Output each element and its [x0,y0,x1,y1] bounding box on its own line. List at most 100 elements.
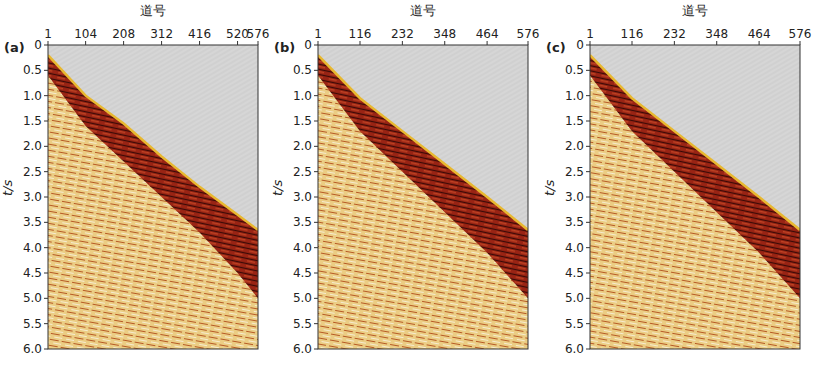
y-tick [44,349,48,350]
x-axis-title: 道号 [682,3,708,18]
y-tick [44,146,48,147]
x-tick-label: 348 [705,27,728,41]
y-tick-label: 3.0 [293,190,312,204]
x-axis-title: 道号 [140,3,166,18]
y-tick-label: 4.5 [293,266,312,280]
y-tick [44,95,48,96]
y-tick-label: 1.0 [23,89,42,103]
y-tick-label: 0 [576,38,584,52]
y-axis-title: t/s [542,180,557,196]
y-tick [586,197,590,198]
y-tick [586,70,590,71]
y-tick-label: 0.5 [565,63,584,77]
y-tick [44,222,48,223]
x-tick-label: 416 [188,27,211,41]
frame [318,45,528,349]
plot-area [48,45,258,349]
y-tick-label: 4.5 [565,266,584,280]
y-tick-label: 2.0 [23,139,42,153]
y-tick [586,298,590,299]
y-tick [314,70,318,71]
panel-label: (c) [546,40,566,55]
y-tick-label: 5.0 [293,291,312,305]
y-tick-label: 2.0 [565,139,584,153]
x-tick [716,41,717,45]
y-tick-label: 2.0 [293,139,312,153]
frame [590,45,800,349]
plot-area [590,45,800,349]
y-tick [314,247,318,248]
y-tick-label: 6.0 [23,342,42,356]
y-tick [314,323,318,324]
y-tick-label: 1.0 [565,89,584,103]
y-tick-label: 4.0 [565,241,584,255]
first-break [48,55,258,230]
y-tick [44,121,48,122]
y-tick [314,197,318,198]
background-body [590,45,800,349]
y-tick-label: 4.5 [23,266,42,280]
y-tick-label: 1.5 [293,114,312,128]
panel: 110420831241652057600.51.01.52.02.53.03.… [0,3,269,356]
x-tick [759,41,760,45]
x-tick [674,41,675,45]
x-tick-label: 104 [74,27,97,41]
y-tick [44,45,48,46]
x-tick [487,41,488,45]
y-tick [314,298,318,299]
y-tick-label: 0.5 [23,63,42,77]
x-tick-label: 576 [789,27,812,41]
first-break [590,55,800,230]
y-tick [44,323,48,324]
figure: 110420831241652057600.51.01.52.02.53.03.… [0,0,817,368]
background-body [48,45,258,349]
y-tick-label: 4.0 [23,241,42,255]
x-tick-label: 232 [663,27,686,41]
background-body [318,45,528,349]
y-tick-label: 3.0 [565,190,584,204]
y-tick [44,171,48,172]
y-tick-label: 4.0 [293,241,312,255]
y-tick-label: 2.5 [23,165,42,179]
y-tick [586,349,590,350]
y-tick [44,298,48,299]
y-tick-label: 2.5 [565,165,584,179]
y-axis-title: t/s [0,180,15,196]
y-tick [314,349,318,350]
x-tick [85,41,86,45]
x-tick-label: 116 [621,27,644,41]
y-tick-label: 5.5 [565,317,584,331]
y-tick-label: 1.0 [293,89,312,103]
x-tick-label: 1 [586,27,594,41]
x-tick [258,41,259,45]
y-tick [314,222,318,223]
y-tick [314,45,318,46]
muted-area [318,45,528,230]
y-tick-label: 0.5 [293,63,312,77]
x-tick [199,41,200,45]
x-tick-label: 348 [433,27,456,41]
y-tick [586,171,590,172]
x-tick-label: 116 [349,27,372,41]
x-tick [444,41,445,45]
x-tick [123,41,124,45]
y-tick-label: 5.5 [23,317,42,331]
x-tick [800,41,801,45]
y-tick-label: 1.5 [565,114,584,128]
y-tick-label: 6.0 [565,342,584,356]
y-axis-title: t/s [270,180,285,196]
x-tick-label: 576 [247,27,270,41]
x-tick [161,41,162,45]
y-tick-label: 5.0 [565,291,584,305]
plot-area [318,45,528,349]
x-tick-label: 1 [314,27,322,41]
x-tick [402,41,403,45]
y-tick-label: 3.0 [23,190,42,204]
y-tick [314,273,318,274]
y-tick [44,273,48,274]
y-tick-label: 3.5 [293,215,312,229]
x-tick [48,41,49,45]
y-tick-label: 3.5 [565,215,584,229]
x-tick-label: 312 [150,27,173,41]
x-tick [590,41,591,45]
